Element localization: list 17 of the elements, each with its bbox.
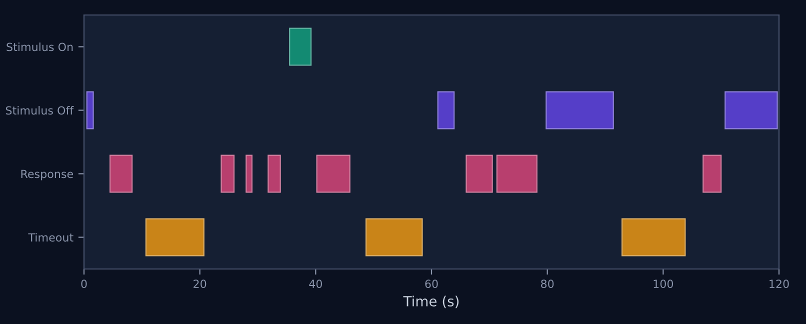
x-tick-label: 0	[81, 280, 87, 288]
bar	[316, 154, 350, 193]
x-tick-label: 80	[541, 280, 554, 288]
x-tick-label: 120	[770, 280, 789, 288]
bar	[466, 154, 493, 193]
x-tick-label: 100	[654, 280, 674, 288]
bar	[496, 154, 538, 193]
y-tick-label: Response	[21, 170, 73, 180]
x-tick-label: 40	[309, 280, 322, 288]
bar	[702, 154, 722, 193]
x-axis-title: Time (s)	[403, 296, 459, 308]
y-tick-label: Stimulus On	[6, 42, 73, 52]
x-tick-label: 20	[194, 280, 206, 288]
bar	[289, 28, 312, 66]
y-tick-label: Timeout	[28, 233, 74, 242]
y-tick-label: Stimulus Off	[6, 106, 74, 115]
x-tick-label: 60	[425, 280, 438, 288]
